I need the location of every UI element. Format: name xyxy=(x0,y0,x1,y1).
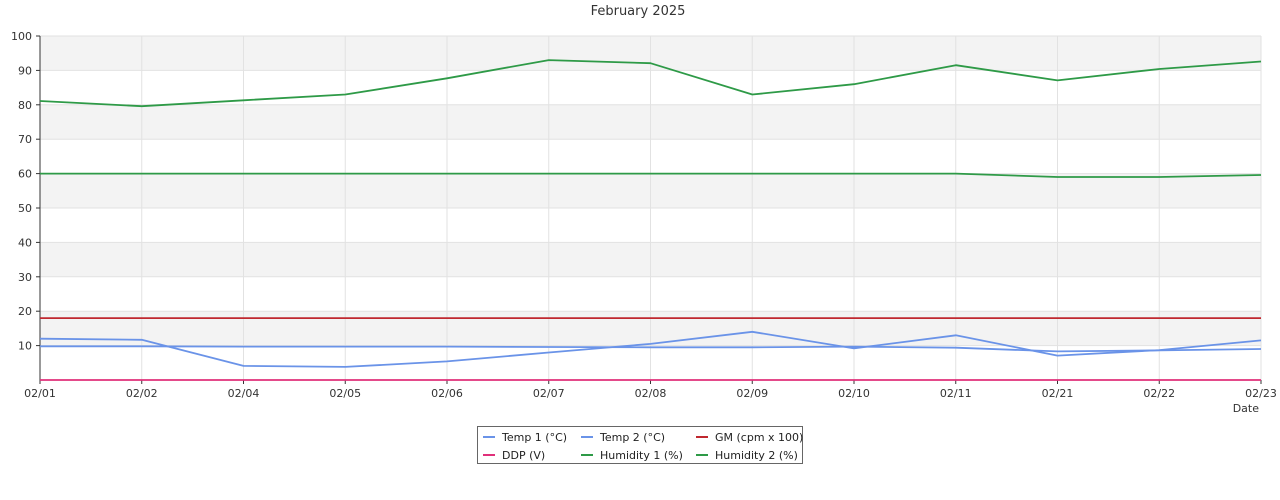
x-tick-label: 02/09 xyxy=(736,387,768,400)
y-tick-label: 20 xyxy=(18,305,32,318)
legend-swatch-gm xyxy=(696,436,708,438)
x-tick-label: 02/05 xyxy=(329,387,361,400)
x-tick-label: 02/22 xyxy=(1143,387,1175,400)
x-tick-label: 02/01 xyxy=(24,387,56,400)
x-tick-label: 02/21 xyxy=(1042,387,1074,400)
legend-item-humidity-2[interactable]: Humidity 2 (%) xyxy=(696,449,798,463)
x-tick-labels: 02/01 02/02 02/04 02/05 02/06 02/07 02/08 02/09… xyxy=(24,380,1277,400)
x-tick-label: 02/06 xyxy=(431,387,463,400)
legend-swatch-humidity-2 xyxy=(696,454,708,456)
legend-label: GM (cpm x 100) xyxy=(715,431,804,444)
legend-item-temp-1[interactable]: Temp 1 (°C) xyxy=(483,431,567,445)
x-tick-label: 02/11 xyxy=(940,387,972,400)
legend-label: Humidity 2 (%) xyxy=(715,449,798,462)
x-tick-label: 02/02 xyxy=(126,387,158,400)
series-line-1 xyxy=(40,345,1262,353)
series-line-2 xyxy=(39,330,1262,368)
y-tick-label: 10 xyxy=(18,340,32,353)
y-tick-labels: 10 20 30 40 50 60 70 80 90 100 xyxy=(11,30,40,353)
legend-item-humidity-1[interactable]: Humidity 1 (%) xyxy=(581,449,683,463)
legend-swatch-temp-2 xyxy=(581,436,593,438)
legend-swatch-humidity-1 xyxy=(581,454,593,456)
x-axis-label: Date xyxy=(1233,402,1260,415)
x-tick-label: 02/10 xyxy=(838,387,870,400)
x-tick-label: 02/07 xyxy=(533,387,565,400)
series-line-6 xyxy=(40,172,1262,178)
legend-swatch-ddp xyxy=(483,454,495,456)
y-tick-label: 80 xyxy=(18,99,32,112)
legend-label: Humidity 1 (%) xyxy=(600,449,683,462)
x-tick-label: 02/08 xyxy=(635,387,667,400)
legend-item-ddp[interactable]: DDP (V) xyxy=(483,449,545,463)
legend-label: Temp 2 (°C) xyxy=(600,431,666,444)
x-tick-label: 02/23 xyxy=(1245,387,1277,400)
y-tick-label: 40 xyxy=(18,236,32,249)
y-tick-label: 100 xyxy=(11,30,32,43)
legend-item-gm[interactable]: GM (cpm x 100) xyxy=(696,431,803,445)
legend-label: Temp 1 (°C) xyxy=(502,431,568,444)
legend-item-temp-2[interactable]: Temp 2 (°C) xyxy=(581,431,665,445)
legend-swatch-temp-1 xyxy=(483,436,495,438)
y-tick-label: 70 xyxy=(18,133,32,146)
chart-title: February 2025 xyxy=(591,4,686,19)
x-tick-label: 02/04 xyxy=(228,387,260,400)
legend-label: DDP (V) xyxy=(502,449,546,462)
series-line-5 xyxy=(39,59,1262,108)
y-tick-label: 50 xyxy=(18,202,32,215)
y-tick-label: 30 xyxy=(18,271,32,284)
y-tick-label: 60 xyxy=(18,168,32,181)
series-lines xyxy=(39,59,1262,381)
y-tick-label: 90 xyxy=(18,64,32,77)
legend: Temp 1 (°C) Temp 2 (°C) GM (cpm x 100) D… xyxy=(477,426,803,464)
